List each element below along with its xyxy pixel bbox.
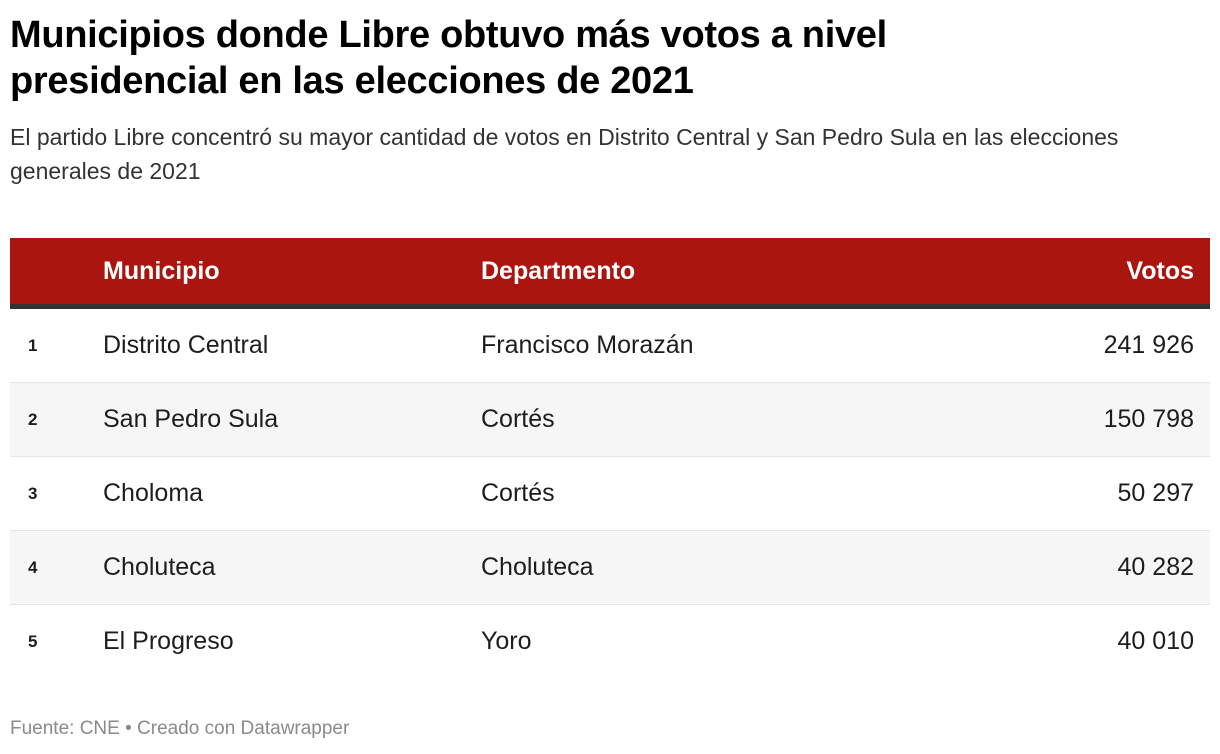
table-header: Municipio Departmento Votos [10,238,1210,309]
table-body: 1 Distrito Central Francisco Morazán 241… [10,306,1210,679]
chart-subtitle: El partido Libre concentró su mayor cant… [10,124,1119,184]
table-row: 2 San Pedro Sula Cortés 150 798 [10,382,1210,457]
table-row: 5 El Progreso Yoro 40 010 [10,605,1210,679]
cell-votos: 50 297 [1026,456,1210,531]
cell-votos: 241 926 [1026,306,1210,383]
cell-municipio: Choloma [103,456,481,531]
cell-votos: 150 798 [1026,382,1210,457]
cell-departamento: Cortés [481,456,1026,531]
cell-municipio: San Pedro Sula [103,382,481,457]
cell-departamento: Cortés [481,382,1026,457]
table-row: 1 Distrito Central Francisco Morazán 241… [10,306,1210,383]
cell-municipio: Distrito Central [103,306,481,383]
cell-rank: 2 [10,382,103,457]
cell-departamento: Choluteca [481,530,1026,605]
cell-departamento: Yoro [481,627,532,655]
cell-votos: 40 010 [1117,627,1194,655]
datawrapper-credit-link[interactable]: Creado con Datawrapper [137,718,350,739]
cell-rank: 3 [10,456,103,531]
cell-votos: 40 282 [1026,530,1210,605]
chart-title: Municipios donde Libre obtuvo más votos … [10,12,1210,104]
column-header-rank[interactable] [10,238,103,309]
chart-footer: Fuente: CNE • Creado con Datawrapper [10,718,349,740]
cell-rank: 1 [10,306,103,383]
table-row: 3 Choloma Cortés 50 297 [10,456,1210,531]
data-table: Municipio Departmento Votos 1 Distrito C… [10,238,1210,678]
chart-title-line-2: presidencial en las elecciones de 2021 [10,60,694,102]
source-label: Fuente: CNE [10,718,120,739]
cell-rank: 5 [28,631,38,651]
column-header-departamento[interactable]: Departmento [481,238,1026,309]
cell-rank: 4 [10,530,103,605]
chart-container: Municipios donde Libre obtuvo más votos … [10,0,1210,188]
chart-title-line-1: Municipios donde Libre obtuvo más votos … [10,14,887,56]
footer-separator: • [119,718,138,739]
cell-municipio: Choluteca [103,530,481,605]
table-header-row: Municipio Departmento Votos [10,238,1210,309]
table-row: 4 Choluteca Choluteca 40 282 [10,530,1210,605]
cell-municipio: El Progreso [103,627,234,655]
column-header-votos[interactable]: Votos [1026,238,1210,309]
cell-departamento: Francisco Morazán [481,306,1026,383]
column-header-municipio[interactable]: Municipio [103,238,481,309]
